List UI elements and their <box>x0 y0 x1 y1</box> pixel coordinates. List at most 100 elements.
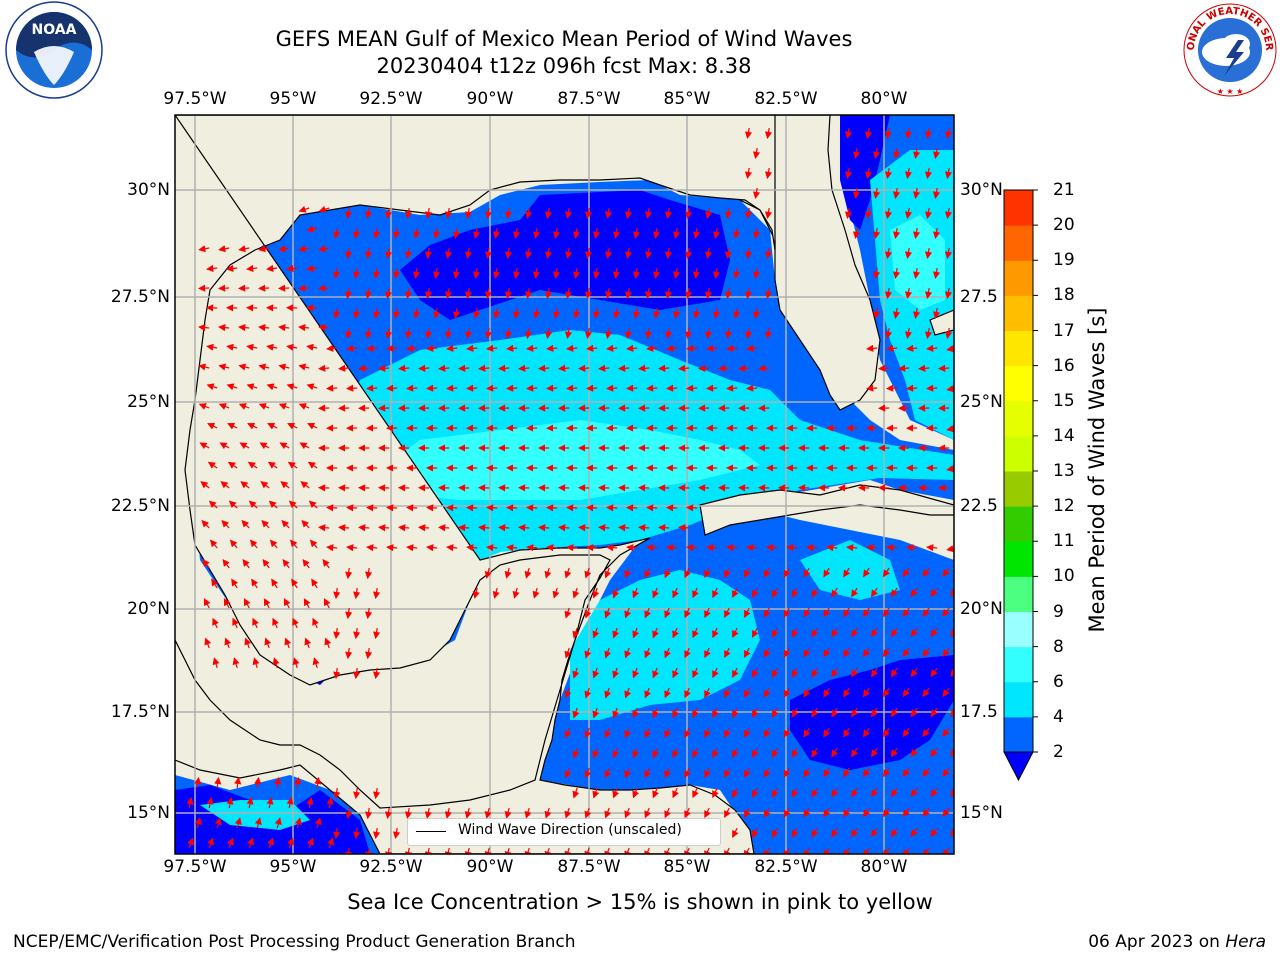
wave-direction-arrow <box>564 287 573 300</box>
wave-direction-arrow <box>266 383 278 391</box>
wave-direction-arrow <box>384 207 393 220</box>
wave-direction-arrow <box>326 544 338 552</box>
wave-direction-arrow <box>884 327 893 340</box>
wave-direction-arrow <box>890 627 898 638</box>
wave-direction-arrow <box>864 207 873 220</box>
wave-direction-arrow <box>783 767 791 778</box>
wave-direction-arrow <box>892 187 901 200</box>
wave-direction-arrow <box>946 465 954 473</box>
wave-direction-arrow <box>912 147 921 160</box>
wave-direction-arrow <box>924 167 933 180</box>
wave-direction-arrow <box>684 647 691 659</box>
wave-direction-arrow <box>644 807 651 819</box>
wave-direction-arrow <box>890 747 898 758</box>
wave-direction-arrow <box>186 797 194 809</box>
wave-direction-arrow <box>278 403 290 410</box>
wave-direction-arrow <box>752 307 761 320</box>
wave-direction-arrow <box>564 247 573 260</box>
wave-direction-arrow <box>438 364 450 372</box>
wave-direction-arrow <box>726 544 738 552</box>
wave-direction-arrow <box>652 627 659 639</box>
wave-direction-arrow <box>644 767 651 779</box>
wave-direction-arrow <box>286 264 298 273</box>
wave-direction-arrow <box>226 343 238 351</box>
lat-label-right: 17.5 <box>960 702 998 722</box>
wave-direction-arrow <box>831 627 839 638</box>
wave-direction-arrow <box>952 231 954 240</box>
footer-date-text: 06 Apr 2023 on <box>1088 932 1226 952</box>
wave-direction-arrow <box>803 687 811 698</box>
wave-direction-arrow <box>890 707 898 718</box>
wave-direction-arrow <box>942 807 950 817</box>
wave-direction-arrow <box>783 807 791 818</box>
wave-direction-arrow <box>724 847 731 854</box>
wave-direction-arrow <box>564 327 573 340</box>
colorbar-bin <box>1004 260 1033 296</box>
wave-direction-arrow <box>438 524 450 532</box>
wave-direction-arrow <box>241 519 250 529</box>
colorbar-tick-label: 6 <box>1053 671 1064 692</box>
wave-direction-arrow <box>704 327 713 340</box>
wave-direction-arrow <box>247 461 258 469</box>
wave-direction-arrow <box>286 797 294 809</box>
wave-direction-arrow <box>219 442 230 450</box>
wave-direction-arrow <box>212 617 219 629</box>
wave-direction-arrow <box>578 364 590 372</box>
wave-direction-arrow <box>238 403 250 410</box>
wave-direction-arrow <box>811 787 819 798</box>
wave-direction-arrow <box>566 344 578 352</box>
wave-direction-arrow <box>752 227 761 240</box>
wave-direction-arrow <box>664 207 673 220</box>
wave-direction-arrow <box>672 307 681 320</box>
wave-direction-arrow <box>222 558 230 569</box>
wave-direction-arrow <box>666 344 678 352</box>
wave-direction-arrow <box>724 607 731 619</box>
wave-direction-arrow <box>504 807 512 819</box>
wave-direction-arrow <box>724 207 733 220</box>
wave-direction-arrow <box>444 807 452 819</box>
wave-direction-arrow <box>198 324 210 332</box>
wave-direction-arrow <box>586 504 598 512</box>
wave-direction-arrow <box>302 558 310 569</box>
wave-direction-arrow <box>252 617 259 629</box>
wave-direction-arrow <box>946 345 954 353</box>
wave-direction-arrow <box>882 607 890 618</box>
wave-direction-arrow <box>624 687 632 699</box>
wave-direction-arrow <box>882 687 890 698</box>
wave-direction-arrow <box>544 567 552 579</box>
wave-direction-arrow <box>724 247 733 260</box>
wave-direction-arrow <box>902 647 910 658</box>
wave-direction-arrow <box>404 847 413 854</box>
wave-direction-arrow <box>209 539 218 549</box>
wave-direction-arrow <box>386 504 398 512</box>
wave-direction-arrow <box>843 607 851 618</box>
wave-direction-arrow <box>672 267 681 280</box>
wave-direction-arrow <box>306 383 318 391</box>
wave-direction-arrow <box>279 442 290 450</box>
wave-direction-arrow <box>751 827 759 838</box>
wave-direction-arrow <box>504 567 512 579</box>
wave-direction-arrow <box>624 847 632 854</box>
wave-direction-arrow <box>732 667 739 678</box>
wave-direction-arrow <box>872 267 881 280</box>
wave-direction-arrow <box>566 504 578 512</box>
wave-direction-arrow <box>612 667 620 679</box>
wave-direction-arrow <box>646 344 658 352</box>
mid-period-sw <box>200 800 310 830</box>
colorbar-bin <box>1004 225 1033 261</box>
wave-direction-arrow <box>764 127 773 140</box>
wave-direction-arrow <box>852 147 861 160</box>
wave-direction-arrow <box>764 327 773 340</box>
wave-direction-arrow <box>384 327 393 340</box>
wave-direction-arrow <box>238 324 250 332</box>
wave-direction-arrow <box>844 207 853 220</box>
wave-direction-arrow <box>692 587 699 599</box>
colorbar-bin <box>1004 646 1033 683</box>
wave-direction-arrow <box>852 227 861 240</box>
wave-direction-arrow <box>332 227 341 240</box>
svg-text:NOAA: NOAA <box>32 22 77 38</box>
wave-direction-arrow <box>764 287 773 300</box>
wave-direction-arrow <box>292 657 300 669</box>
wave-direction-arrow <box>272 657 280 669</box>
wave-direction-arrow <box>918 364 930 372</box>
